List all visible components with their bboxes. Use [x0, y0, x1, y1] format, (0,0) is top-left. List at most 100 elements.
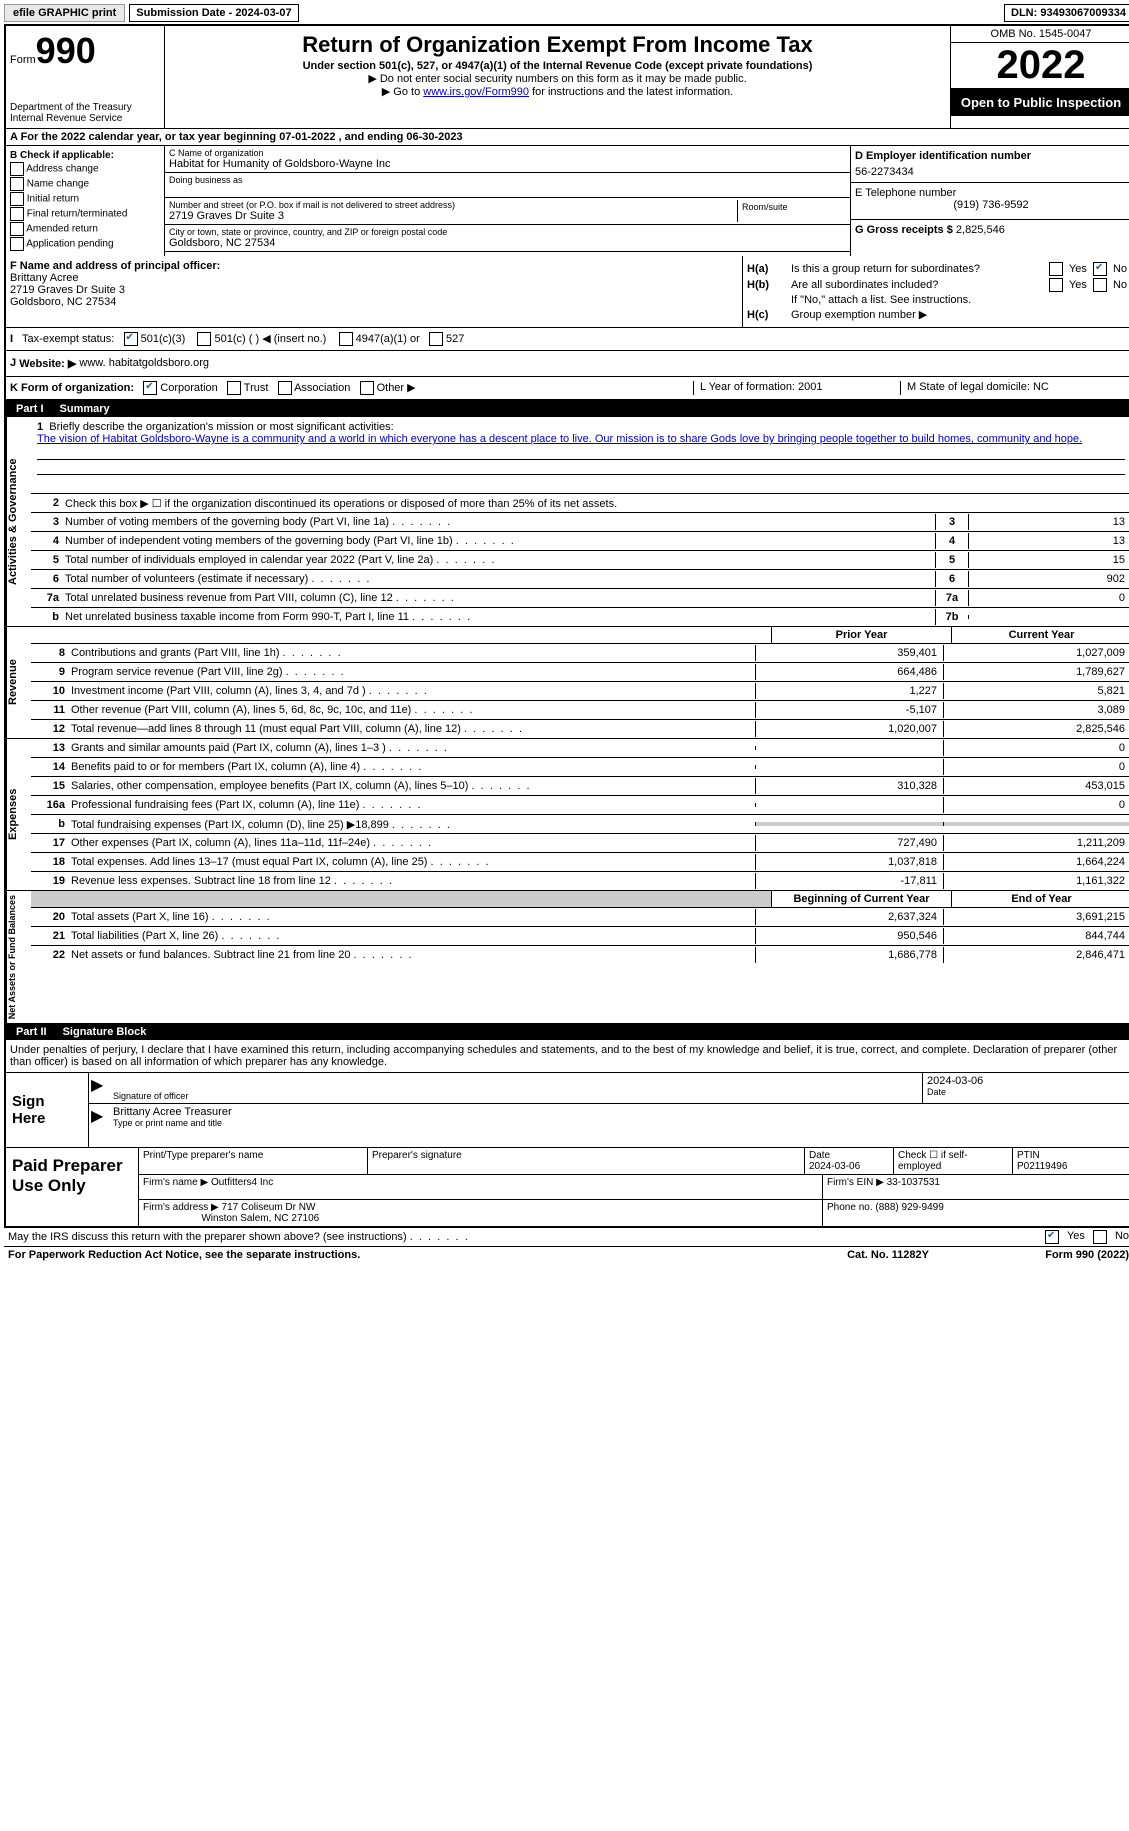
gov-line-6: 6Total number of volunteers (estimate if… — [31, 570, 1129, 589]
cb-address-change[interactable]: Address change — [10, 162, 160, 176]
part1-title: Summary — [60, 403, 110, 415]
cb-initial-return[interactable]: Initial return — [10, 192, 160, 206]
block-b-checkboxes: B Check if applicable: Address change Na… — [6, 146, 165, 256]
goto-post: for instructions and the latest informat… — [529, 86, 733, 98]
officer-city: Goldsboro, NC 27534 — [10, 296, 738, 308]
rev-line-9: 9Program service revenue (Part VIII, lin… — [31, 663, 1129, 682]
website-url: www. habitatgoldsboro.org — [79, 357, 209, 370]
hb-note: If "No," attach a list. See instructions… — [791, 294, 1127, 306]
discuss-yes[interactable] — [1045, 1230, 1059, 1244]
row-k-formorg: K Form of organization: Corporation Trus… — [10, 381, 693, 395]
cb-other[interactable] — [360, 381, 374, 395]
ptin-value: P02119496 — [1017, 1161, 1067, 1172]
paid-preparer-label: Paid Preparer Use Only — [6, 1148, 139, 1226]
sign-arrow2-icon: ▶ — [89, 1104, 109, 1130]
line-1-mission: 1 Briefly describe the organization's mi… — [31, 417, 1129, 494]
ha-no[interactable] — [1093, 262, 1107, 276]
officer-name-title: Brittany Acree Treasurer — [113, 1106, 1127, 1118]
cb-527[interactable] — [429, 332, 443, 346]
rev-line-8: 8Contributions and grants (Part VIII, li… — [31, 644, 1129, 663]
paid-date-label: Date — [809, 1150, 830, 1161]
cb-501c3[interactable] — [124, 332, 138, 346]
c-name-label: C Name of organization — [169, 148, 846, 158]
l-year-formation: L Year of formation: 2001 — [693, 381, 900, 395]
exp-line-18: 18Total expenses. Add lines 13–17 (must … — [31, 853, 1129, 872]
firm-ein-label: Firm's EIN ▶ — [827, 1177, 884, 1188]
f-label: F Name and address of principal officer: — [10, 260, 738, 272]
cb-501c[interactable] — [197, 332, 211, 346]
self-employed-check[interactable]: Check ☐ if self-employed — [894, 1148, 1013, 1174]
cb-4947[interactable] — [339, 332, 353, 346]
firm-name-label: Firm's name ▶ — [143, 1177, 208, 1188]
block-d-ein: D Employer identification number 56-2273… — [850, 146, 1129, 256]
cb-corporation[interactable] — [143, 381, 157, 395]
firm-addr-label: Firm's address ▶ — [143, 1202, 219, 1213]
rev-line-11: 11Other revenue (Part VIII, column (A), … — [31, 701, 1129, 720]
firm-phone: (888) 929-9499 — [875, 1202, 943, 1213]
block-f-officer: F Name and address of principal officer:… — [6, 256, 742, 327]
form-id-block: Form990 Department of the Treasury Inter… — [6, 26, 165, 128]
sign-date-label: Date — [927, 1087, 1127, 1097]
side-expenses: Expenses — [6, 739, 31, 890]
ein-value: 56-2273434 — [855, 166, 1127, 178]
street-address: 2719 Graves Dr Suite 3 — [169, 210, 737, 222]
sign-date: 2024-03-06 — [927, 1075, 1127, 1087]
cb-final-return[interactable]: Final return/terminated — [10, 207, 160, 221]
org-name: Habitat for Humanity of Goldsboro-Wayne … — [169, 158, 846, 170]
gov-line-7a: 7aTotal unrelated business revenue from … — [31, 589, 1129, 608]
hb-yes[interactable] — [1049, 278, 1063, 292]
part1-num: Part I — [10, 403, 50, 415]
firm-addr1: 717 Coliseum Dr NW — [222, 1202, 316, 1213]
exp-line-13: 13Grants and similar amounts paid (Part … — [31, 739, 1129, 758]
sig-officer-label: Signature of officer — [113, 1091, 918, 1101]
irs-label: Internal Revenue Service — [10, 113, 160, 124]
form-label: Form — [10, 54, 36, 66]
paid-date: 2024-03-06 — [809, 1161, 860, 1172]
current-year-head: Current Year — [951, 627, 1129, 643]
cb-amended-return[interactable]: Amended return — [10, 222, 160, 236]
dln: DLN: 93493067009334 — [1004, 4, 1129, 22]
block-c-orginfo: C Name of organization Habitat for Human… — [165, 146, 850, 256]
rev-line-10: 10Investment income (Part VIII, column (… — [31, 682, 1129, 701]
addr-label: Number and street (or P.O. box if mail i… — [169, 200, 737, 210]
cb-trust[interactable] — [227, 381, 241, 395]
gov-line-5: 5Total number of individuals employed in… — [31, 551, 1129, 570]
footer-cat: Cat. No. 11282Y — [847, 1249, 929, 1261]
begin-year-head: Beginning of Current Year — [771, 891, 951, 907]
hb-text: Are all subordinates included? — [791, 279, 1049, 291]
net-line-20: 20Total assets (Part X, line 16)2,637,32… — [31, 908, 1129, 927]
cb-application-pending[interactable]: Application pending — [10, 237, 160, 251]
footer-form: Form 990 (2022) — [929, 1249, 1129, 1261]
side-governance: Activities & Governance — [6, 417, 31, 626]
ptin-label: PTIN — [1017, 1150, 1040, 1161]
irs-link[interactable]: www.irs.gov/Form990 — [423, 86, 529, 98]
ha-yes[interactable] — [1049, 262, 1063, 276]
block-h-group: H(a) Is this a group return for subordin… — [742, 256, 1129, 327]
row-i-taxstatus: I Tax-exempt status: 501(c)(3) 501(c) ( … — [10, 332, 1127, 346]
net-line-21: 21Total liabilities (Part X, line 26)950… — [31, 927, 1129, 946]
hc-text: Group exemption number ▶ — [791, 308, 1127, 321]
hb-no[interactable] — [1093, 278, 1107, 292]
exp-line-19: 19Revenue less expenses. Subtract line 1… — [31, 872, 1129, 890]
footer-left: For Paperwork Reduction Act Notice, see … — [8, 1249, 847, 1261]
m-state-domicile: M State of legal domicile: NC — [900, 381, 1127, 395]
officer-name: Brittany Acree — [10, 272, 738, 284]
form-number: 990 — [36, 30, 96, 71]
ha-text: Is this a group return for subordinates? — [791, 263, 1049, 275]
exp-line-b: bTotal fundraising expenses (Part IX, co… — [31, 815, 1129, 834]
cb-association[interactable] — [278, 381, 292, 395]
gross-label: G Gross receipts $ — [855, 224, 953, 236]
firm-ein: 33-1037531 — [887, 1177, 940, 1188]
phone-value: (919) 736-9592 — [855, 199, 1127, 211]
b-label: B Check if applicable: — [10, 150, 160, 161]
firm-phone-label: Phone no. — [827, 1202, 873, 1213]
discuss-no[interactable] — [1093, 1230, 1107, 1244]
efile-print-button[interactable]: efile GRAPHIC print — [4, 4, 125, 22]
net-line-22: 22Net assets or fund balances. Subtract … — [31, 946, 1129, 964]
side-revenue: Revenue — [6, 627, 31, 738]
phone-label: E Telephone number — [855, 187, 1127, 199]
inspection-label: Open to Public Inspection — [951, 89, 1129, 116]
gov-line-2: 2Check this box ▶ ☐ if the organization … — [31, 494, 1129, 513]
submission-date: Submission Date - 2024-03-07 — [129, 4, 298, 22]
cb-name-change[interactable]: Name change — [10, 177, 160, 191]
